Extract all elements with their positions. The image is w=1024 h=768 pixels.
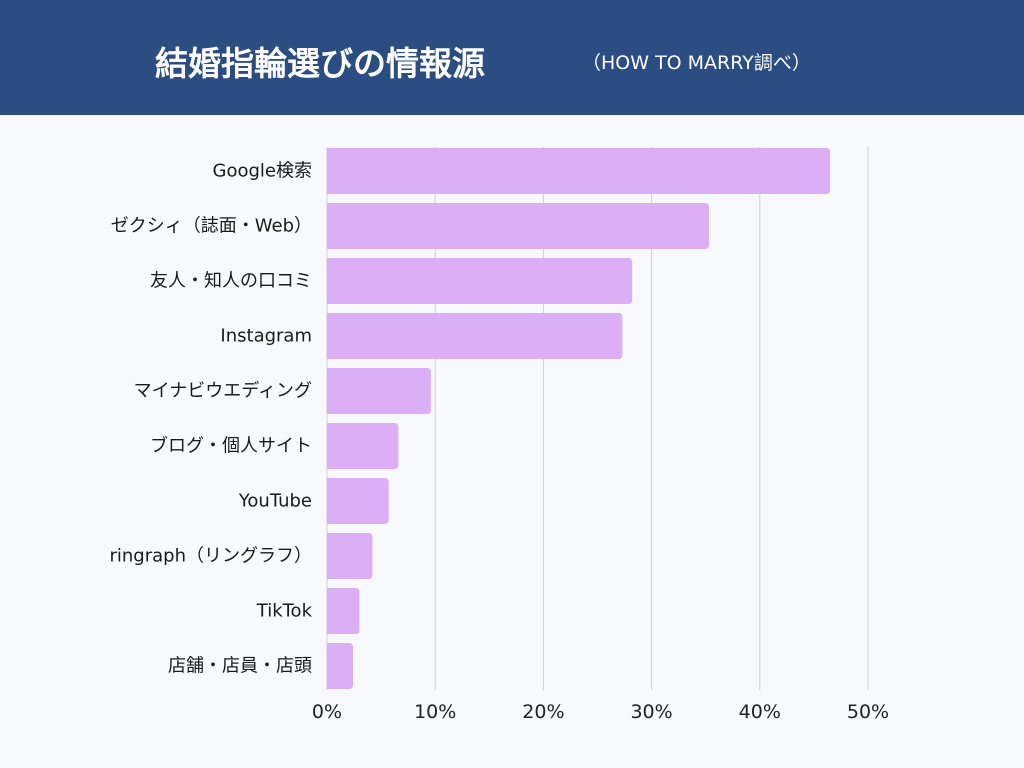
category-label: Instagram	[220, 326, 312, 347]
x-tick-label: 50%	[847, 701, 889, 723]
category-label: YouTube	[238, 491, 312, 512]
chart-title: 結婚指輪選びの情報源	[155, 44, 485, 83]
category-label: 友人・知人の口コミ	[150, 271, 312, 292]
x-tick-label: 20%	[522, 701, 564, 723]
category-label: 店舗・店員・店頭	[168, 656, 312, 677]
header-banner: 結婚指輪選びの情報源 （HOW TO MARRY調べ）	[0, 0, 1024, 115]
bar	[327, 533, 373, 579]
bar	[327, 423, 399, 469]
bar	[327, 368, 431, 414]
bars	[327, 148, 831, 689]
bar	[327, 478, 389, 524]
category-label: ゼクシィ（誌面・Web）	[111, 216, 312, 237]
x-tick-label: 0%	[312, 701, 342, 723]
x-tick-label: 40%	[739, 701, 781, 723]
x-tick-label: 10%	[414, 701, 456, 723]
chart-subtitle: （HOW TO MARRY調べ）	[582, 52, 811, 74]
bar	[327, 643, 353, 689]
category-label: TikTok	[256, 601, 313, 622]
x-axis-ticks: 0% 10% 20% 30% 40% 50%	[312, 701, 889, 723]
x-tick-label: 30%	[630, 701, 672, 723]
category-label: マイナビウエディング	[134, 381, 312, 402]
category-label: ringraph（リングラフ）	[110, 546, 313, 567]
bar	[327, 258, 633, 304]
category-label: Google検索	[213, 161, 312, 182]
bar	[327, 203, 709, 249]
bar	[327, 148, 831, 194]
bar	[327, 313, 623, 359]
bar	[327, 588, 360, 634]
category-label: ブログ・個人サイト	[150, 435, 312, 457]
